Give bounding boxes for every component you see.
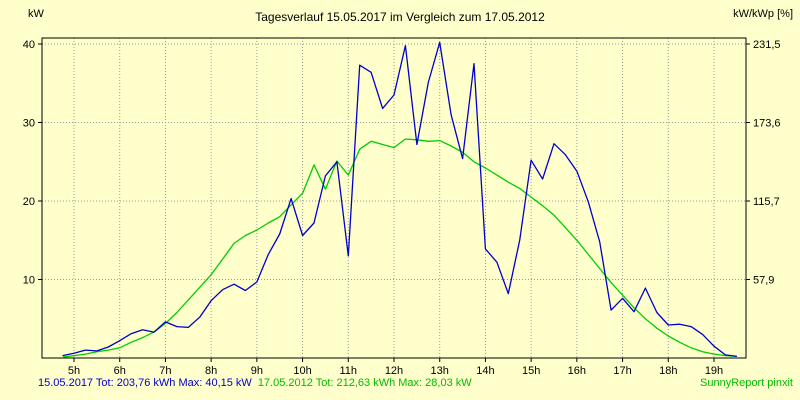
chart-title: Tagesverlauf 15.05.2017 im Vergleich zum… [255, 10, 545, 24]
x-tick-label: 11h [340, 365, 358, 377]
x-tick-label: 9h [251, 365, 263, 377]
y-tick-label-left: 10 [23, 275, 35, 287]
x-tick-label: 7h [159, 365, 171, 377]
x-tick-label: 16h [568, 365, 586, 377]
series-2017-summary: 15.05.2017 Tot: 203,76 kWh Max: 40,15 kW [38, 377, 252, 389]
series-2012-summary: 17.05.2012 Tot: 212,63 kWh Max: 28,03 kW [257, 377, 472, 389]
x-tick-label: 13h [431, 365, 449, 377]
series-line-17.05.2012 [62, 138, 737, 358]
y-tick-label-right: 115,7 [753, 196, 780, 208]
right-axis-unit-label: kW/kWp [%] [733, 8, 793, 20]
y-tick-label-left: 40 [23, 39, 35, 51]
x-tick-label: 5h [68, 365, 80, 377]
y-tick-label-right: 173,6 [753, 118, 781, 130]
x-tick-label: 18h [659, 365, 677, 377]
x-tick-label: 19h [705, 365, 723, 377]
x-tick-label: 8h [205, 365, 217, 377]
plot-border [41, 37, 747, 359]
y-tick-label-left: 20 [23, 196, 35, 208]
y-tick-label-right: 57,9 [753, 275, 774, 287]
x-tick-label: 15h [522, 365, 540, 377]
chart-footer-summaries: 15.05.2017 Tot: 203,76 kWh Max: 40,15 kW… [38, 377, 472, 389]
series-line-15.05.2017 [62, 41, 737, 358]
x-tick-label: 14h [476, 365, 494, 377]
x-tick-label: 10h [293, 365, 311, 377]
y-tick-label-left: 30 [23, 118, 35, 130]
left-axis-unit-label: kW [28, 8, 44, 20]
x-tick-label: 6h [114, 365, 126, 377]
x-tick-label: 17h [613, 365, 631, 377]
x-tick-label: 12h [385, 365, 403, 377]
sunnyreport-brand-label: SunnyReport pinxit [700, 377, 793, 389]
y-tick-label-right: 231,5 [753, 39, 781, 51]
